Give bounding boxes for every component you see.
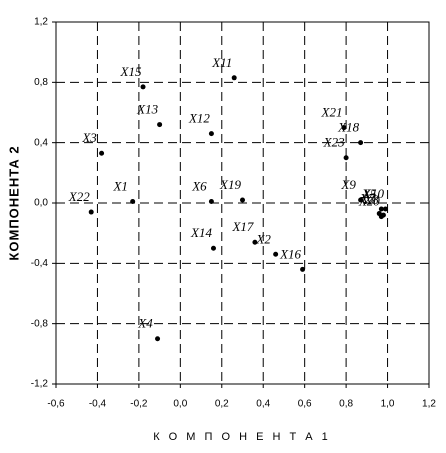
- point: [88, 209, 94, 215]
- point-label: X4: [137, 316, 153, 331]
- y-tick-label: -1,2: [31, 379, 49, 390]
- point: [378, 214, 384, 220]
- point-label: X10: [362, 186, 384, 201]
- point: [382, 206, 388, 212]
- point: [341, 125, 347, 131]
- point: [99, 150, 105, 156]
- point: [300, 266, 306, 272]
- point: [140, 84, 146, 90]
- y-tick-label: 1,2: [34, 17, 48, 28]
- point-label: X7: [359, 191, 375, 206]
- point: [358, 140, 364, 146]
- point: [231, 75, 237, 81]
- point: [208, 131, 214, 137]
- point: [210, 245, 216, 251]
- point-label: X6: [191, 178, 207, 193]
- point: [358, 197, 364, 203]
- y-tick-label: -0,4: [31, 258, 49, 269]
- point-label: X3: [81, 130, 97, 145]
- point: [130, 198, 136, 204]
- x-axis-title: К О М П О Н Е Н Т А 1: [153, 431, 331, 443]
- x-tick-label: 0,4: [256, 399, 270, 410]
- x-tick-label: 0,0: [173, 399, 187, 410]
- point-label: X23: [323, 135, 345, 150]
- point-label: X20: [358, 194, 380, 209]
- x-tick-label: -0,2: [130, 399, 148, 410]
- point-label: X21: [321, 105, 343, 120]
- point-label: X14: [190, 225, 212, 240]
- y-axis-title: КОМПОНЕНТА 2: [6, 145, 21, 260]
- y-tick-label: -0,8: [31, 318, 49, 329]
- point: [273, 251, 279, 257]
- x-tick-label: -0,6: [47, 399, 65, 410]
- point-label: X5: [361, 186, 377, 201]
- x-tick-label: 0,8: [339, 399, 353, 410]
- x-tick-label: 0,2: [215, 399, 229, 410]
- point: [343, 155, 349, 161]
- point-label: X18: [337, 120, 359, 135]
- point: [252, 239, 258, 245]
- point-label: X12: [188, 111, 210, 126]
- point-label: X17: [231, 219, 253, 234]
- point-label: X16: [279, 246, 301, 261]
- point: [378, 206, 384, 212]
- point: [240, 197, 245, 203]
- x-tick-label: 1,2: [422, 399, 436, 410]
- x-tick-label: -0,4: [89, 399, 107, 410]
- y-tick-label: 0,8: [34, 77, 48, 88]
- point-label: X9: [340, 177, 356, 192]
- point-label: X15: [120, 64, 142, 79]
- y-tick-label: 0,4: [34, 137, 48, 148]
- point-label: X19: [219, 177, 241, 192]
- point-label: X2: [255, 231, 271, 246]
- point: [155, 336, 161, 342]
- point-label: X8: [363, 192, 379, 207]
- x-tick-label: 0,6: [298, 399, 312, 410]
- point-label: X22: [68, 189, 90, 204]
- point-label: X1: [112, 178, 127, 193]
- point-label: X11: [211, 55, 232, 70]
- point: [157, 122, 163, 128]
- point: [208, 198, 214, 204]
- x-tick-label: 1,0: [381, 399, 395, 410]
- plot-frame: [55, 21, 430, 385]
- y-tick-label: 0,0: [34, 198, 48, 209]
- point-label: X13: [136, 102, 158, 117]
